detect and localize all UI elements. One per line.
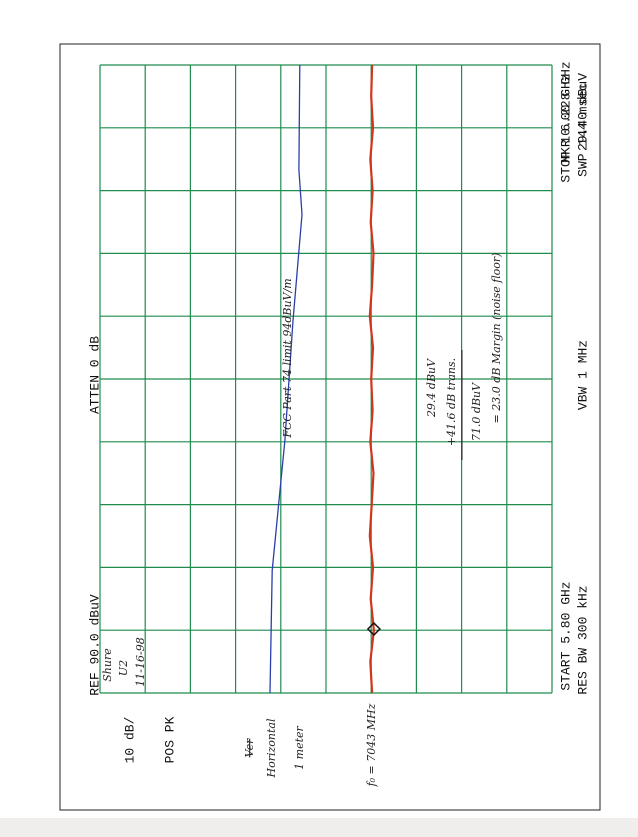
start-frequency: START 5.80 GHz bbox=[558, 581, 573, 690]
note-distance: 1 meter bbox=[293, 725, 306, 769]
note-polarization: Horizontal bbox=[265, 718, 278, 778]
note-calc: = 23.0 dB Margin (noise floor) bbox=[490, 253, 503, 424]
note-date: 11-16-98 bbox=[134, 637, 147, 686]
resolution-bandwidth: RES BW 300 kHz bbox=[575, 585, 590, 694]
detector: POS PK bbox=[162, 716, 177, 763]
limit-line bbox=[269, 64, 303, 694]
note-calc: 71.0 dBuV bbox=[470, 382, 483, 441]
note-struck: Ver bbox=[243, 738, 256, 757]
marker bbox=[366, 621, 381, 637]
note-device: Shure bbox=[101, 648, 114, 682]
note-model: U2 bbox=[117, 660, 130, 676]
paper-edge bbox=[0, 818, 638, 837]
attenuation: ATTEN 0 dB bbox=[87, 336, 102, 414]
plot bbox=[99, 64, 553, 694]
video-bandwidth: VBW 1 MHz bbox=[575, 340, 590, 410]
note-calc: +41.6 dB trans. bbox=[445, 358, 458, 446]
marker-level: 29.40 dBuV bbox=[575, 73, 590, 151]
note-frequency: f₀ = 7043 MHz bbox=[365, 703, 378, 787]
trace bbox=[368, 64, 376, 694]
sweep-time: SWP 144 msec bbox=[575, 83, 590, 177]
stop-frequency: STOP 10.00 GHz bbox=[558, 73, 573, 182]
frame bbox=[59, 43, 601, 811]
limit-label: FCC Part 74 limit 94dBuV/m bbox=[281, 278, 294, 438]
marker-frequency: MKR 6.228 GHz bbox=[558, 61, 573, 162]
ref-level: REF 90.0 dBuV bbox=[87, 594, 102, 696]
scale: 10 dB/ bbox=[122, 716, 137, 763]
note-calc: 29.4 dBuV bbox=[425, 358, 438, 418]
